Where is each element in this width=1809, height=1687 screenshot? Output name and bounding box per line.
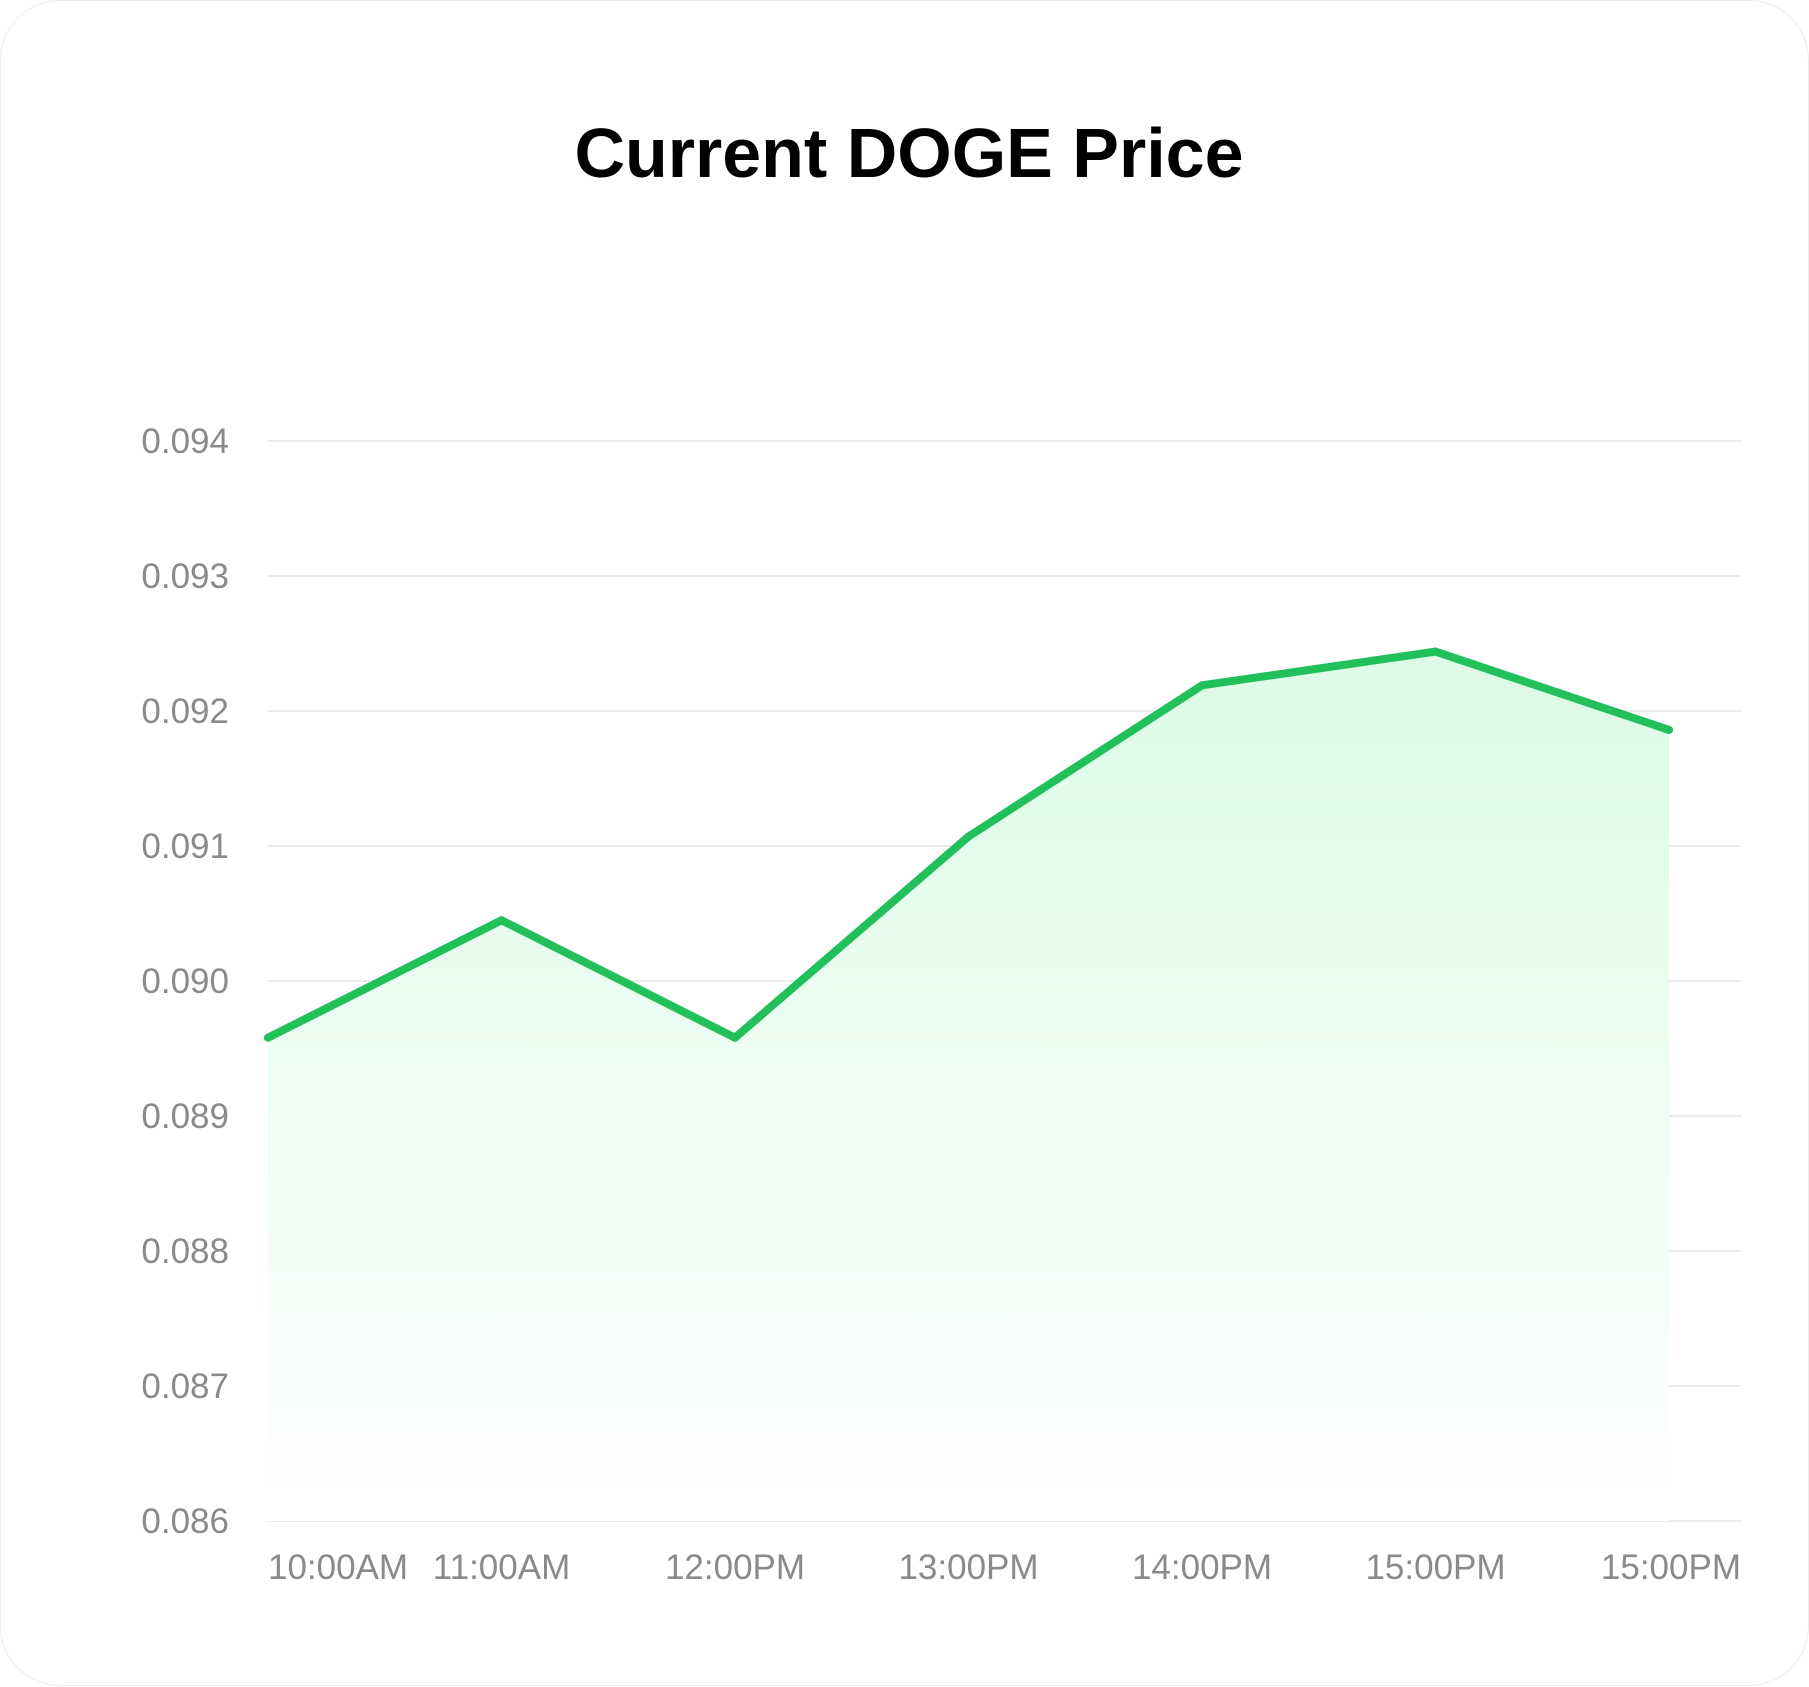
series-lines — [264, 647, 1673, 1042]
y-axis-ticks: 0.094 0.093 0.092 0.091 0.090 0.089 0.088 0.087… — [141, 422, 229, 1541]
chart-title: Current DOGE Price — [574, 114, 1243, 192]
y-tick-label: 0.091 — [141, 827, 229, 866]
data-point — [964, 832, 973, 841]
data-point — [1198, 681, 1206, 690]
area-fill — [268, 651, 1669, 1521]
x-tick-label: 14:00PM — [1132, 1548, 1272, 1587]
data-point — [264, 1033, 272, 1042]
data-point — [731, 1033, 739, 1042]
y-tick-label: 0.089 — [141, 1097, 229, 1136]
y-tick-label: 0.093 — [141, 557, 229, 596]
y-tick-label: 0.092 — [141, 692, 229, 731]
data-point — [497, 916, 506, 925]
x-tick-label: 13:00PM — [898, 1548, 1038, 1587]
y-tick-label: 0.086 — [141, 1502, 229, 1541]
x-axis-ticks: 10:00AM 11:00AM 12:00PM 13:00PM 14:00PM 15:00… — [268, 1548, 1741, 1587]
x-tick-label: 11:00AM — [433, 1548, 571, 1587]
x-tick-label: 10:00AM — [268, 1548, 408, 1587]
x-tick-label: 15:00PM — [1365, 1548, 1505, 1587]
y-tick-label: 0.094 — [141, 422, 229, 461]
y-tick-label: 0.087 — [141, 1367, 229, 1406]
data-point — [1665, 725, 1673, 734]
data-point — [1431, 647, 1440, 656]
series-area — [268, 651, 1669, 1521]
x-tick-label: 12:00PM — [665, 1548, 805, 1587]
y-tick-label: 0.090 — [141, 962, 229, 1001]
x-tick-label: 15:00PM — [1601, 1548, 1741, 1587]
y-tick-label: 0.088 — [141, 1232, 229, 1271]
